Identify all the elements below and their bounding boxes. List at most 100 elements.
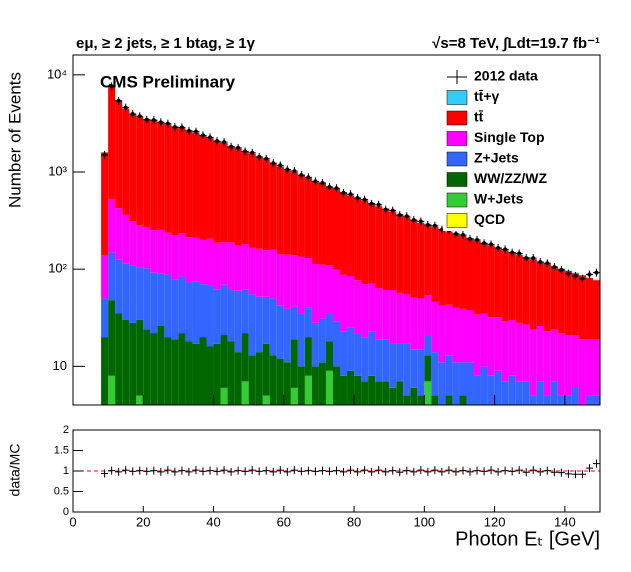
stack-segment: [529, 259, 537, 330]
stack-segment: [227, 341, 235, 405]
stack-segment: [536, 381, 544, 405]
stack-segment: [255, 352, 263, 405]
stack-segment: [501, 321, 509, 382]
stack-segment: [206, 346, 214, 405]
ratio-point: [115, 467, 123, 476]
ratio-point: [206, 466, 214, 475]
ratio-point: [234, 466, 242, 475]
legend-swatch: [446, 131, 468, 146]
stack-segment: [122, 108, 130, 215]
stack-segment: [452, 233, 460, 308]
stack-segment: [403, 294, 411, 344]
legend-swatch: [446, 90, 468, 105]
x-tick-label: 100: [413, 514, 435, 529]
ratio-point: [101, 469, 109, 478]
stack-segment: [325, 186, 333, 266]
data-marker: [404, 214, 409, 219]
ratio-point: [508, 467, 516, 476]
data-marker: [292, 169, 297, 174]
stack-segment: [438, 229, 446, 306]
stack-segment: [389, 211, 397, 291]
data-marker: [327, 185, 332, 190]
data-marker: [594, 270, 599, 275]
data-marker: [243, 149, 248, 154]
stack-segment: [115, 208, 123, 260]
stack-segment: [290, 172, 298, 256]
ratio-y-label: data/MC: [7, 444, 23, 497]
stack-segment: [403, 395, 411, 405]
stack-segment: [445, 395, 453, 405]
stack-segment: [543, 264, 551, 332]
data-marker: [208, 135, 213, 140]
stack-segment: [122, 319, 130, 405]
stack-segment: [206, 238, 214, 286]
legend-swatch: [446, 151, 468, 167]
stack-segment: [234, 352, 242, 405]
stack-segment: [501, 381, 509, 405]
stack-segment: [403, 216, 411, 295]
data-marker: [503, 247, 508, 252]
ratio-point: [417, 466, 425, 475]
ratio-area: [73, 459, 600, 479]
data-marker: [102, 152, 107, 157]
stack-segment: [410, 349, 418, 388]
stack-segment: [473, 314, 481, 376]
stack-segment: [431, 352, 439, 396]
ratio-point: [424, 467, 432, 476]
stack-segment: [523, 417, 530, 425]
stack-segment: [164, 337, 172, 405]
data-marker: [137, 114, 142, 119]
data-marker: [587, 272, 592, 277]
data-marker: [376, 202, 381, 207]
stack-segment: [459, 308, 467, 363]
stack-segment: [480, 242, 488, 314]
stack-segment: [115, 313, 123, 405]
stack-segment: [311, 322, 319, 367]
ratio-point: [290, 466, 298, 475]
ratio-point: [529, 466, 537, 475]
stack-segment: [557, 395, 565, 405]
data-marker: [460, 232, 465, 237]
stack-segment: [361, 337, 369, 382]
ratio-point: [550, 468, 558, 477]
ratio-point: [466, 467, 474, 476]
stack-segment: [255, 296, 263, 353]
stack-segment: [199, 135, 207, 240]
ratio-point: [311, 467, 319, 476]
stack-segment: [529, 329, 537, 396]
stack-segment: [213, 140, 221, 243]
stack-segment: [480, 313, 488, 367]
stack-segment: [122, 263, 130, 320]
stack-segment: [382, 339, 390, 382]
stack-segment: [340, 331, 348, 376]
ratio-point: [318, 466, 326, 475]
stack-segment: [115, 100, 123, 209]
stack-segment: [325, 265, 333, 314]
stack-segment: [382, 290, 390, 340]
x-tick-label: 60: [277, 514, 291, 529]
data-marker: [468, 236, 473, 241]
stack-segment: [417, 298, 425, 350]
ratio-point: [185, 467, 193, 476]
stack-segment: [332, 269, 341, 322]
data-marker: [397, 213, 402, 218]
stack-segment: [220, 242, 228, 285]
stack-segment: [368, 375, 376, 405]
stack-segment: [452, 307, 460, 363]
data-marker: [144, 117, 149, 122]
stack-segment: [129, 322, 137, 405]
stack-segment: [290, 339, 298, 388]
ratio-point: [396, 468, 404, 477]
data-marker: [116, 98, 121, 103]
stack-segment: [564, 270, 572, 336]
stack-segment: [283, 308, 291, 363]
stack-segment: [304, 307, 312, 338]
stack-segment: [192, 237, 200, 282]
data-marker: [285, 167, 290, 172]
ratio-point: [220, 466, 228, 475]
stack-segment: [304, 337, 312, 376]
stack-segment: [424, 355, 432, 382]
plot-area: [101, 82, 600, 425]
stack-segment: [171, 339, 179, 405]
stack-segment: [354, 333, 362, 376]
